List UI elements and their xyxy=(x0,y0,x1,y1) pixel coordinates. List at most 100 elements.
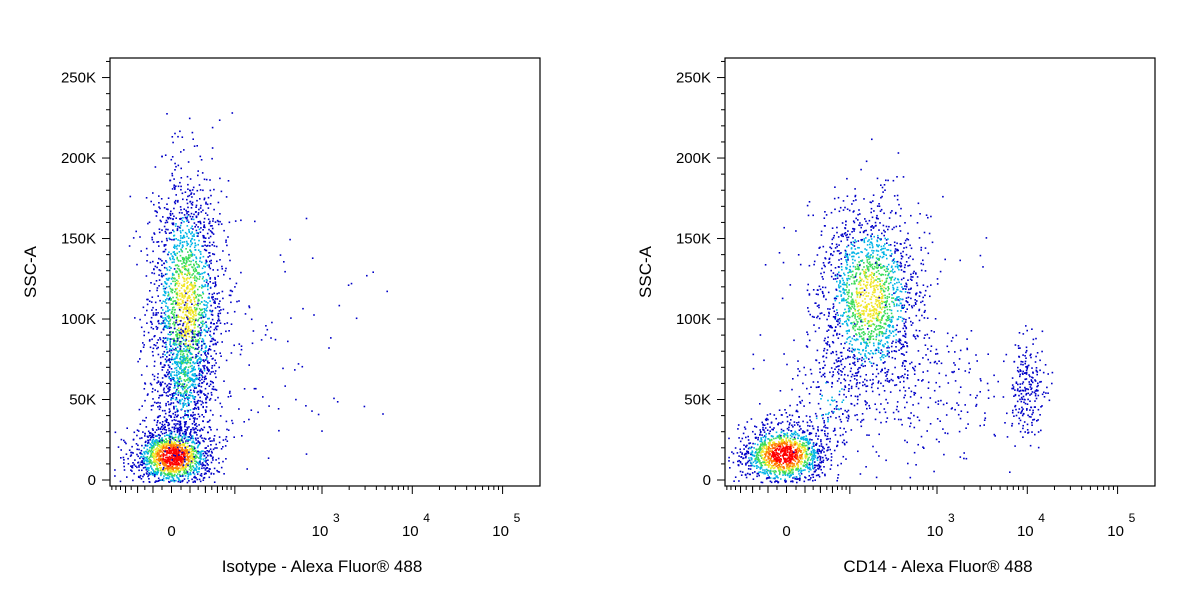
scatter-point xyxy=(196,189,199,192)
scatter-point xyxy=(769,471,771,473)
scatter-point xyxy=(205,281,208,284)
scatter-point xyxy=(170,267,172,269)
scatter-point xyxy=(167,337,169,340)
scatter-point xyxy=(186,353,188,356)
scatter-point xyxy=(174,466,177,469)
scatter-point xyxy=(183,262,185,264)
scatter-point xyxy=(803,462,806,464)
scatter-point xyxy=(784,479,786,482)
scatter-point xyxy=(756,453,759,456)
scatter-point xyxy=(192,235,195,237)
scatter-point xyxy=(123,465,125,468)
scatter-point xyxy=(200,314,202,317)
scatter-point xyxy=(793,442,795,445)
scatter-point xyxy=(760,451,763,453)
scatter-point xyxy=(192,315,194,318)
scatter-point xyxy=(187,361,190,364)
scatter-point xyxy=(209,230,212,232)
scatter-point xyxy=(169,436,171,438)
scatter-point xyxy=(158,228,161,230)
scatter-point xyxy=(185,335,188,337)
scatter-point xyxy=(153,459,155,461)
scatter-point xyxy=(194,309,196,311)
scatter-point xyxy=(774,443,777,445)
scatter-point xyxy=(152,473,154,475)
scatter-point xyxy=(142,467,145,469)
scatter-point xyxy=(193,378,195,381)
scatter-point xyxy=(195,257,198,260)
scatter-point xyxy=(817,467,819,470)
scatter-point xyxy=(204,309,206,311)
scatter-point xyxy=(192,268,195,271)
scatter-point xyxy=(195,431,198,434)
scatter-point xyxy=(794,430,796,433)
scatter-point xyxy=(175,335,178,337)
scatter-point xyxy=(190,281,193,284)
scatter-point xyxy=(766,477,769,479)
scatter-point xyxy=(187,256,190,259)
scatter-point xyxy=(174,199,177,202)
scatter-point xyxy=(202,323,204,326)
scatter-point xyxy=(154,389,156,391)
scatter-point xyxy=(165,267,168,269)
scatter-point xyxy=(194,475,196,478)
scatter-point xyxy=(187,258,189,261)
scatter-point xyxy=(795,476,798,479)
scatter-point xyxy=(153,446,155,449)
scatter-point xyxy=(191,318,194,320)
scatter-point xyxy=(181,296,183,298)
scatter-point xyxy=(196,425,198,428)
scatter-point xyxy=(193,391,196,393)
scatter-point xyxy=(182,432,184,435)
scatter-point xyxy=(187,372,190,374)
scatter-point xyxy=(193,441,195,444)
scatter-point xyxy=(173,274,175,276)
scatter-point xyxy=(203,198,206,201)
scatter-point xyxy=(203,343,206,345)
scatter-point xyxy=(151,446,154,448)
scatter-point xyxy=(170,445,173,447)
scatter-point xyxy=(241,435,243,437)
scatter-point xyxy=(791,432,793,435)
scatter-point xyxy=(163,479,165,482)
scatter-point xyxy=(812,479,814,482)
scatter-point xyxy=(176,264,179,266)
scatter-point xyxy=(194,330,196,332)
scatter-point xyxy=(187,369,189,371)
scatter-point xyxy=(166,315,169,318)
scatter-point xyxy=(175,302,177,305)
scatter-point xyxy=(194,267,197,269)
scatter-point xyxy=(764,472,766,475)
scatter-point xyxy=(171,338,174,340)
scatter-point xyxy=(150,409,153,411)
scatter-point xyxy=(195,261,197,263)
scatter-point xyxy=(156,342,158,344)
scatter-point xyxy=(157,471,159,474)
scatter-point xyxy=(180,363,182,366)
scatter-point xyxy=(195,216,198,219)
scatter-point xyxy=(147,393,149,395)
scatter-point xyxy=(776,480,778,482)
scatter-point xyxy=(825,457,828,459)
scatter-point xyxy=(187,251,189,253)
scatter-point xyxy=(190,359,192,361)
scatter-point xyxy=(164,313,167,316)
scatter-point xyxy=(196,446,199,449)
scatter-point xyxy=(193,457,196,459)
scatter-point xyxy=(146,309,148,312)
scatter-point xyxy=(200,458,202,460)
scatter-point xyxy=(199,309,202,311)
scatter-point xyxy=(154,442,156,444)
scatter-point xyxy=(177,477,180,479)
scatter-point xyxy=(190,379,193,381)
scatter-point xyxy=(178,434,180,437)
scatter-point xyxy=(169,361,171,363)
scatter-point xyxy=(193,473,196,475)
scatter-point xyxy=(193,314,195,316)
scatter-point xyxy=(204,313,207,316)
scatter-point xyxy=(175,423,177,425)
scatter-point xyxy=(211,157,213,160)
scatter-point xyxy=(179,393,182,395)
scatter-point xyxy=(198,424,200,426)
scatter-point xyxy=(788,458,791,461)
